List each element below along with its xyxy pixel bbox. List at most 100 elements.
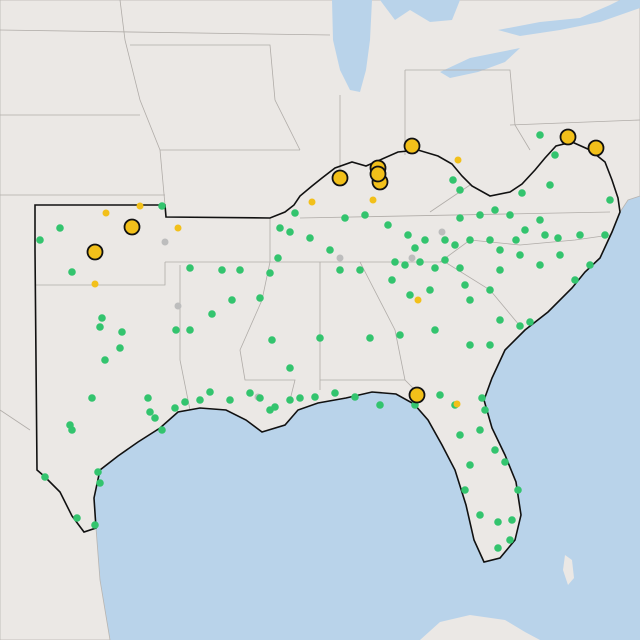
green-marker (401, 261, 409, 269)
lake (332, 0, 372, 92)
yellow-large-marker (559, 128, 577, 146)
lake (440, 48, 520, 78)
green-marker (286, 396, 294, 404)
green-marker (98, 314, 106, 322)
green-marker (431, 326, 439, 334)
yellow-large-marker (86, 243, 104, 261)
green-marker (56, 224, 64, 232)
gray-marker (408, 254, 416, 262)
green-marker (456, 186, 464, 194)
green-marker (361, 211, 369, 219)
green-marker (516, 322, 524, 330)
region-outline (34, 141, 621, 563)
green-marker (426, 286, 434, 294)
yellow-marker (102, 209, 110, 217)
green-marker (274, 254, 282, 262)
green-marker (291, 209, 299, 217)
green-marker (506, 536, 514, 544)
green-marker (208, 310, 216, 318)
green-marker (451, 241, 459, 249)
gray-marker (174, 302, 182, 310)
green-marker (494, 544, 502, 552)
green-marker (356, 266, 364, 274)
yellow-marker (308, 198, 316, 206)
green-marker (316, 334, 324, 342)
green-marker (266, 269, 274, 277)
green-marker (376, 401, 384, 409)
green-marker (514, 486, 522, 494)
green-marker (516, 251, 524, 259)
green-marker (456, 214, 464, 222)
green-marker (118, 328, 126, 336)
green-marker (508, 516, 516, 524)
green-marker (431, 264, 439, 272)
green-marker (68, 268, 76, 276)
markers (36, 128, 614, 552)
green-marker (606, 196, 614, 204)
yellow-marker (174, 224, 182, 232)
lake (380, 0, 460, 22)
green-marker (506, 211, 514, 219)
green-marker (601, 231, 609, 239)
green-marker (518, 189, 526, 197)
green-marker (116, 344, 124, 352)
yellow-large-marker (123, 218, 141, 236)
island (420, 615, 540, 640)
green-marker (456, 264, 464, 272)
green-marker (478, 394, 486, 402)
green-marker (461, 486, 469, 494)
green-marker (391, 258, 399, 266)
yellow-large-marker (331, 169, 349, 187)
green-marker (476, 211, 484, 219)
green-marker (496, 246, 504, 254)
green-marker (436, 391, 444, 399)
green-marker (331, 389, 339, 397)
green-marker (271, 403, 279, 411)
green-marker (536, 216, 544, 224)
yellow-large-marker (587, 139, 605, 157)
green-marker (441, 256, 449, 264)
green-marker (311, 393, 319, 401)
green-marker (441, 236, 449, 244)
green-marker (206, 388, 214, 396)
green-marker (536, 261, 544, 269)
green-marker (246, 389, 254, 397)
green-marker (144, 394, 152, 402)
green-marker (571, 276, 579, 284)
green-marker (171, 404, 179, 412)
green-marker (541, 231, 549, 239)
green-marker (96, 479, 104, 487)
green-marker (68, 426, 76, 434)
island (563, 555, 574, 585)
yellow-marker (91, 280, 99, 288)
green-marker (421, 236, 429, 244)
green-marker (416, 258, 424, 266)
green-marker (306, 234, 314, 242)
yellow-large-marker (408, 386, 426, 404)
green-marker (396, 331, 404, 339)
green-marker (186, 326, 194, 334)
green-marker (556, 251, 564, 259)
green-marker (476, 426, 484, 434)
green-marker (491, 206, 499, 214)
green-marker (256, 394, 264, 402)
green-marker (496, 316, 504, 324)
green-marker (486, 236, 494, 244)
green-marker (461, 281, 469, 289)
green-marker (456, 431, 464, 439)
green-marker (404, 231, 412, 239)
green-marker (341, 214, 349, 222)
green-marker (491, 446, 499, 454)
green-marker (296, 394, 304, 402)
green-marker (449, 176, 457, 184)
green-marker (172, 326, 180, 334)
green-marker (476, 511, 484, 519)
green-marker (466, 236, 474, 244)
green-marker (94, 468, 102, 476)
yellow-marker (369, 196, 377, 204)
green-marker (236, 266, 244, 274)
green-marker (486, 341, 494, 349)
green-marker (486, 286, 494, 294)
green-marker (521, 226, 529, 234)
